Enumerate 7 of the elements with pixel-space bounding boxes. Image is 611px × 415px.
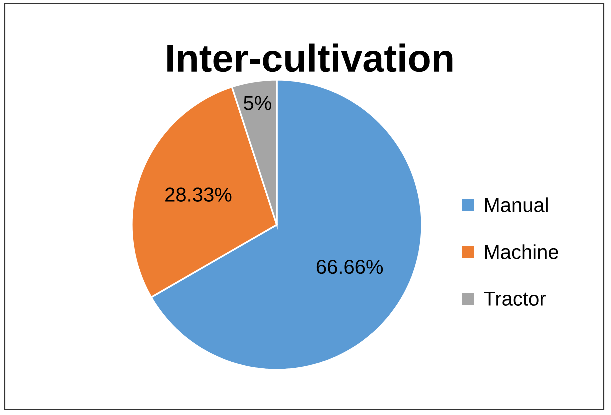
chart-title: Inter-cultivation (168, 44, 453, 72)
legend-label: Manual (485, 198, 548, 212)
legend-label: Machine (485, 244, 558, 260)
data-label: 66.66% (316, 260, 384, 274)
data-label: 5% (244, 96, 272, 110)
legend-label: Tractor (484, 292, 546, 306)
data-label: 28.33% (166, 188, 232, 202)
